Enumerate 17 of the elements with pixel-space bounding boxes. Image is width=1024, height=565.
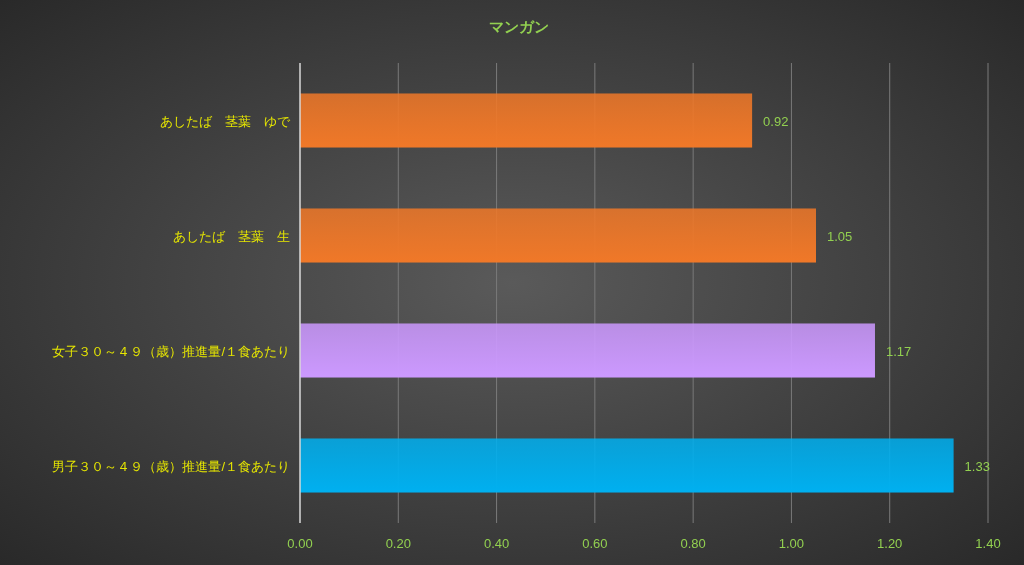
x-tick-label: 0.00	[287, 536, 313, 551]
x-tick-label: 0.60	[582, 536, 608, 551]
y-tick-label: あしたば 茎葉 生	[173, 228, 290, 244]
y-tick-label: 男子３０～４９（歳）推進量/１食あたり	[52, 458, 290, 474]
x-tick-label: 1.20	[877, 536, 903, 551]
data-label: 1.33	[964, 458, 990, 474]
x-tick-label: 1.00	[778, 536, 805, 551]
data-label: 1.17	[885, 343, 912, 359]
data-label: 0.92	[763, 113, 789, 129]
x-tick-label: 0.20	[385, 536, 411, 551]
y-tick-label: あしたば 茎葉 ゆで	[160, 113, 291, 129]
data-label: 1.05	[827, 228, 853, 244]
x-tick-label: 1.40	[975, 536, 1001, 551]
y-tick-label: 女子３０～４９（歳）推進量/１食あたり	[52, 343, 290, 359]
x-tick-label: 0.80	[680, 536, 706, 551]
x-tick-label: 0.40	[483, 536, 510, 551]
chart-title: マンガン	[489, 18, 549, 35]
